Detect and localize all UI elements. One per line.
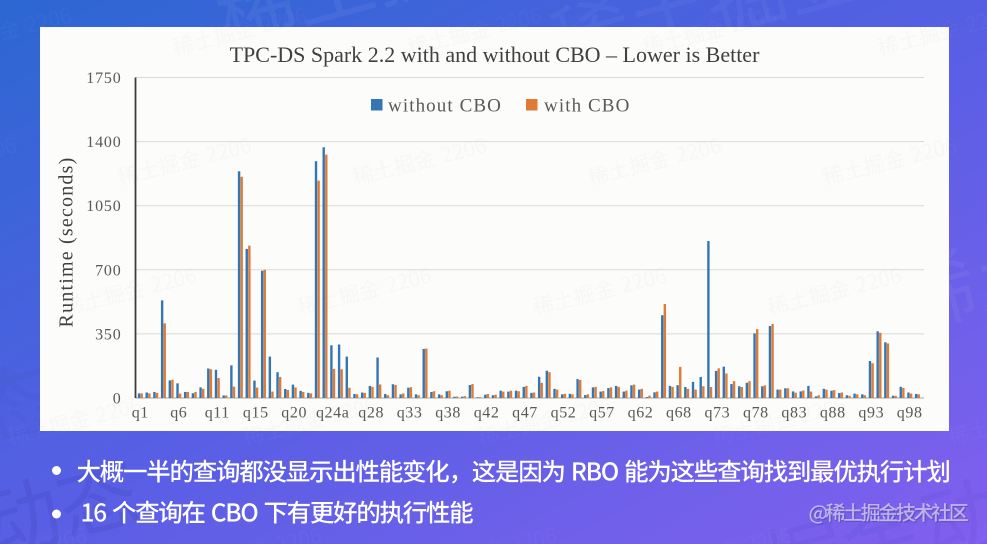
svg-text:q57: q57	[589, 405, 615, 422]
svg-text:1750: 1750	[86, 70, 121, 87]
svg-text:q6: q6	[170, 405, 187, 422]
svg-text:1050: 1050	[86, 198, 121, 215]
svg-text:1400: 1400	[86, 134, 121, 151]
svg-text:700: 700	[95, 262, 121, 279]
svg-text:q24a: q24a	[316, 405, 350, 422]
svg-text:q38: q38	[435, 405, 461, 422]
svg-text:q20: q20	[281, 405, 307, 422]
svg-text:q88: q88	[820, 405, 846, 422]
svg-text:q52: q52	[551, 405, 577, 422]
svg-text:0: 0	[113, 391, 122, 408]
svg-text:with CBO: with CBO	[544, 96, 630, 117]
svg-text:Runtime (seconds): Runtime (seconds)	[56, 157, 78, 328]
svg-text:q73: q73	[704, 405, 730, 422]
svg-text:q62: q62	[628, 405, 654, 422]
svg-text:q98: q98	[897, 405, 923, 422]
svg-text:q28: q28	[358, 405, 384, 422]
svg-text:q83: q83	[781, 405, 807, 422]
svg-text:without CBO: without CBO	[388, 96, 502, 117]
svg-text:q11: q11	[205, 405, 230, 422]
svg-text:q42: q42	[474, 405, 500, 422]
svg-text:TPC-DS Spark 2.2 with and with: TPC-DS Spark 2.2 with and without CBO – …	[230, 42, 760, 67]
svg-text:q68: q68	[666, 405, 692, 422]
svg-text:q33: q33	[397, 405, 423, 422]
svg-text:350: 350	[95, 326, 121, 343]
svg-text:q1: q1	[132, 405, 149, 422]
svg-text:q15: q15	[243, 405, 269, 422]
svg-text:q93: q93	[858, 405, 884, 422]
svg-text:q47: q47	[512, 405, 538, 422]
svg-text:q78: q78	[743, 405, 769, 422]
